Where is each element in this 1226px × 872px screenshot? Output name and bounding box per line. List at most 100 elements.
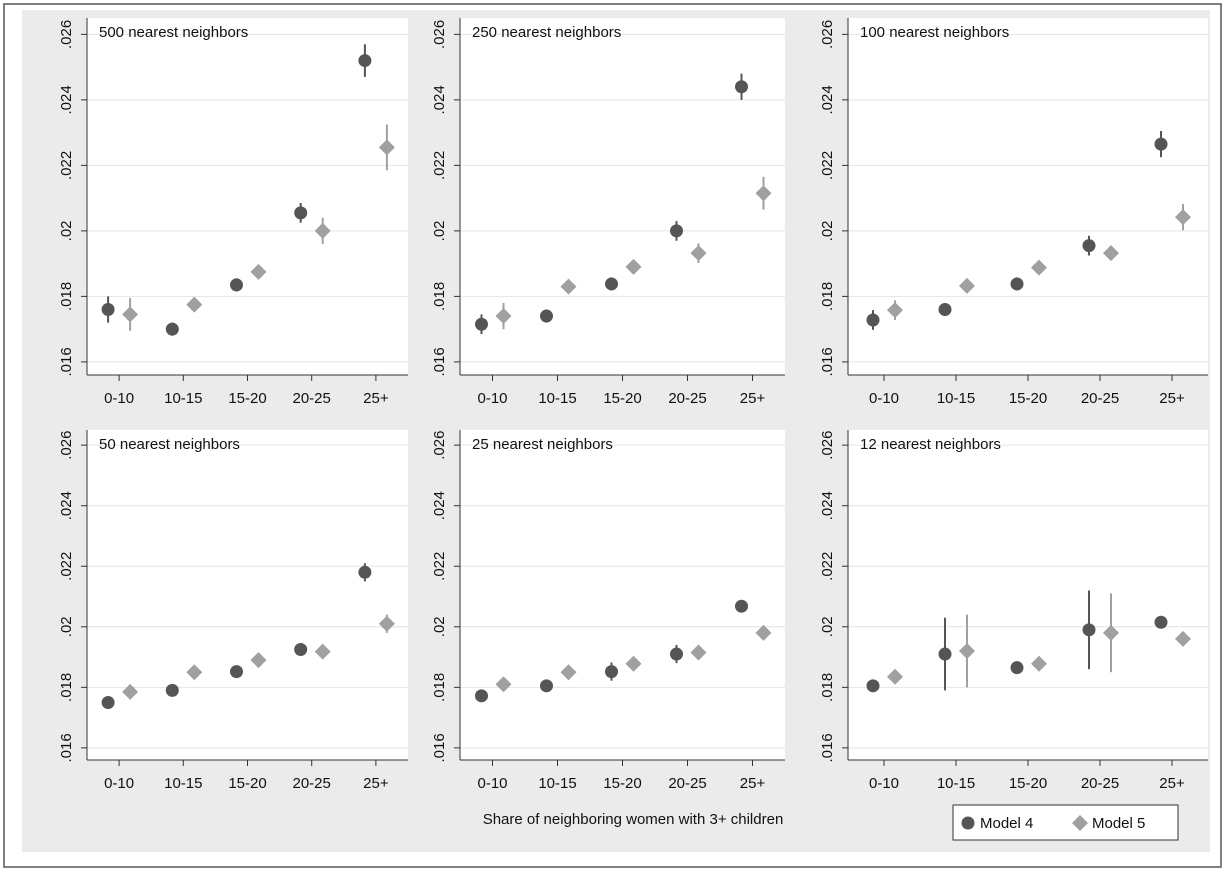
point — [625, 655, 642, 672]
panel-title: 500 nearest neighbors — [99, 24, 248, 41]
point — [866, 313, 880, 327]
point — [1010, 277, 1024, 291]
point — [735, 599, 748, 613]
x-tick-label: 20-25 — [1081, 390, 1119, 407]
y-tick-label: .022 — [819, 151, 836, 180]
plot-area — [460, 430, 785, 760]
x-tick-label: 25+ — [363, 390, 389, 407]
y-tick-label: .018 — [431, 673, 448, 702]
y-tick-label: .016 — [819, 347, 836, 376]
point — [540, 679, 553, 693]
x-tick-label: 25+ — [1159, 775, 1185, 792]
point — [866, 679, 880, 693]
point — [961, 816, 975, 830]
x-tick-label: 15-20 — [228, 390, 266, 407]
point — [938, 647, 952, 661]
y-tick-label: .02 — [431, 616, 448, 637]
point — [540, 309, 553, 323]
x-tick-label: 20-25 — [293, 390, 331, 407]
y-tick-label: .022 — [431, 552, 448, 581]
x-tick-label: 10-15 — [538, 775, 576, 792]
point — [250, 652, 267, 669]
point — [887, 668, 903, 685]
y-tick-label: .02 — [58, 220, 75, 241]
point — [1175, 630, 1191, 647]
point — [938, 302, 952, 316]
x-tick-label: 10-15 — [164, 775, 202, 792]
point — [314, 643, 331, 660]
point — [495, 308, 512, 325]
x-tick-label: 10-15 — [937, 775, 975, 792]
point — [1103, 245, 1119, 262]
x-tick-label: 15-20 — [603, 390, 641, 407]
plot-area — [87, 430, 408, 760]
point — [670, 224, 683, 238]
point — [560, 278, 577, 295]
y-tick-label: .018 — [58, 282, 75, 311]
point — [475, 317, 488, 331]
y-tick-label: .024 — [431, 85, 448, 114]
point — [1082, 623, 1096, 637]
y-tick-label: .026 — [58, 431, 75, 460]
panel-title: 12 nearest neighbors — [860, 436, 1001, 453]
point — [735, 80, 748, 94]
x-tick-label: 25+ — [1159, 390, 1185, 407]
y-tick-label: .026 — [431, 20, 448, 49]
point — [959, 277, 975, 294]
y-tick-label: .016 — [819, 733, 836, 762]
point — [378, 615, 395, 632]
y-tick-label: .016 — [431, 733, 448, 762]
point — [294, 206, 308, 220]
plot-area — [460, 18, 785, 375]
y-tick-label: .024 — [819, 491, 836, 520]
x-tick-label: 20-25 — [1081, 775, 1119, 792]
y-tick-label: .018 — [58, 673, 75, 702]
x-tick-label: 0-10 — [477, 775, 507, 792]
point — [1010, 661, 1024, 675]
point — [186, 664, 203, 681]
x-tick-label: 20-25 — [668, 390, 706, 407]
y-tick-label: .022 — [819, 552, 836, 581]
y-tick-label: .018 — [819, 673, 836, 702]
point — [101, 302, 115, 316]
point — [690, 245, 707, 262]
y-tick-label: .02 — [58, 616, 75, 637]
point — [230, 665, 243, 679]
plot-area — [848, 430, 1208, 760]
y-tick-label: .022 — [58, 552, 75, 581]
y-tick-label: .026 — [58, 20, 75, 49]
x-tick-label: 0-10 — [869, 390, 899, 407]
x-tick-label: 20-25 — [668, 775, 706, 792]
y-tick-label: .024 — [431, 491, 448, 520]
point — [294, 642, 308, 656]
legend-label: Model 5 — [1092, 815, 1145, 832]
point — [1031, 259, 1047, 276]
x-tick-label: 15-20 — [1009, 390, 1047, 407]
panel-title: 25 nearest neighbors — [472, 436, 613, 453]
point — [670, 647, 683, 661]
point — [887, 302, 903, 319]
panel-title: 50 nearest neighbors — [99, 436, 240, 453]
y-tick-label: .018 — [431, 282, 448, 311]
legend-box — [952, 804, 1179, 841]
point — [1103, 624, 1119, 641]
x-tick-label: 25+ — [740, 775, 766, 792]
y-tick-label: .024 — [819, 85, 836, 114]
x-tick-label: 15-20 — [228, 775, 266, 792]
x-tick-label: 10-15 — [164, 390, 202, 407]
point — [165, 322, 179, 336]
point — [560, 664, 577, 681]
x-tick-label: 20-25 — [293, 775, 331, 792]
point — [358, 54, 372, 68]
x-tick-label: 0-10 — [869, 775, 899, 792]
x-tick-label: 15-20 — [1009, 775, 1047, 792]
point — [165, 683, 179, 697]
x-tick-label: 0-10 — [104, 775, 134, 792]
y-tick-label: .02 — [431, 220, 448, 241]
y-tick-label: .024 — [58, 491, 75, 520]
x-tick-label: 0-10 — [477, 390, 507, 407]
point — [101, 695, 115, 709]
point — [755, 624, 772, 641]
y-tick-label: .016 — [431, 347, 448, 376]
